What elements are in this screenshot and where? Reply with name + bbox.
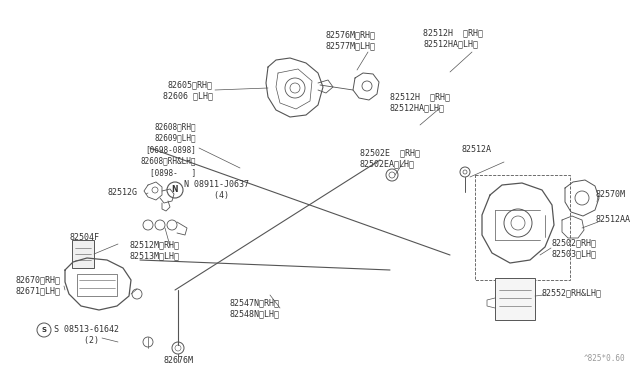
- Bar: [475, 175, 570, 280]
- Text: 82504F: 82504F: [70, 233, 100, 242]
- Text: S: S: [42, 327, 47, 333]
- Bar: [77, 274, 117, 296]
- Text: S 08513-61642
      (2): S 08513-61642 (2): [54, 325, 119, 346]
- Text: 82670〈RH〉
82671〈LH〉: 82670〈RH〉 82671〈LH〉: [16, 275, 61, 295]
- Text: 82512H  〈RH〉
82512HA〈LH〉: 82512H 〈RH〉 82512HA〈LH〉: [423, 28, 483, 48]
- Text: 82552〈RH&LH〉: 82552〈RH&LH〉: [542, 288, 602, 297]
- Bar: [72, 240, 94, 268]
- Text: 82608〈RH〉
82609〈LH〉
[0698-0898]
82608〈RH&LH〉
[0898-   ]: 82608〈RH〉 82609〈LH〉 [0698-0898] 82608〈RH…: [141, 122, 196, 177]
- Text: 82512G: 82512G: [108, 188, 138, 197]
- Text: 82570M: 82570M: [596, 190, 626, 199]
- Text: 82676M: 82676M: [163, 356, 193, 365]
- Text: 82547N〈RH〉
82548N〈LH〉: 82547N〈RH〉 82548N〈LH〉: [230, 298, 280, 318]
- Text: ^825*0.60: ^825*0.60: [584, 354, 625, 363]
- Text: 82512H  〈RH〉
82512HA〈LH〉: 82512H 〈RH〉 82512HA〈LH〉: [390, 92, 450, 112]
- Text: 82576M〈RH〉
82577M〈LH〉: 82576M〈RH〉 82577M〈LH〉: [325, 30, 375, 51]
- Text: 82605〈RH〉
82606 〈LH〉: 82605〈RH〉 82606 〈LH〉: [163, 80, 213, 100]
- Text: 82512A: 82512A: [462, 145, 492, 154]
- Bar: [495, 278, 535, 320]
- Text: N 08911-J0637
      (4): N 08911-J0637 (4): [184, 180, 249, 201]
- Text: 82502E  〈RH〉
82502EA〈LH〉: 82502E 〈RH〉 82502EA〈LH〉: [360, 148, 420, 169]
- Text: 82512M〈RH〉
82513M〈LH〉: 82512M〈RH〉 82513M〈LH〉: [130, 240, 180, 260]
- Text: N: N: [172, 186, 179, 195]
- Text: 82512AA: 82512AA: [596, 215, 631, 224]
- Text: 82502〈RH〉
82503〈LH〉: 82502〈RH〉 82503〈LH〉: [552, 238, 597, 259]
